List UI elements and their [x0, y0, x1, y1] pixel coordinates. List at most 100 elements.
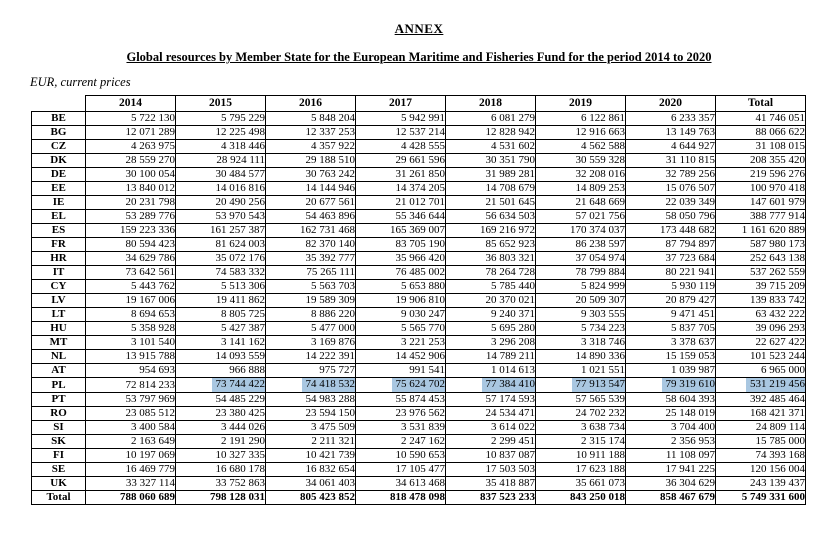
table-row-LT: LT 8 694 653 8 805 725 8 886 220 9 030 247 9 … [31, 307, 806, 322]
cell-RO-2019: 24 702 232 [535, 406, 626, 421]
row-label-PT: PT [31, 392, 86, 407]
cell-PT-2018: 57 174 593 [445, 392, 536, 407]
cell-SE-2015: 16 680 178 [175, 462, 266, 477]
cell-LV-2016: 19 589 309 [265, 293, 356, 308]
annex-heading: ANNEX [394, 21, 444, 36]
cell-FI-2020: 11 108 097 [625, 448, 716, 463]
cell-DE-2018: 31 989 281 [445, 167, 536, 182]
cell-SK-2014: 2 163 649 [85, 434, 176, 449]
cell-SE-2016: 16 832 654 [265, 462, 356, 477]
cell-LT-Total: 63 432 222 [715, 307, 806, 322]
cell-AT-2019: 1 021 551 [535, 363, 626, 378]
cell-RO-Total: 168 421 371 [715, 406, 806, 421]
cell-HR-2018: 36 803 321 [445, 251, 536, 266]
cell-SK-Total: 15 785 000 [715, 434, 806, 449]
cell-FI-2015: 10 327 335 [175, 448, 266, 463]
table-row-UK: UK 33 327 114 33 752 863 34 061 403 34 613 4… [31, 476, 806, 491]
cell-UK-2014: 33 327 114 [85, 476, 176, 491]
cell-FR-2019: 86 238 597 [535, 237, 626, 252]
cell-BE-Total: 41 746 051 [715, 111, 806, 126]
cell-MT-2020: 3 378 637 [625, 335, 716, 350]
cell-EL-2014: 53 289 776 [85, 209, 176, 224]
cell-Total-2015: 798 128 031 [175, 490, 266, 505]
cell-MT-2016: 3 169 876 [265, 335, 356, 350]
cell-CY-2020: 5 930 119 [625, 279, 716, 294]
row-label-UK: UK [31, 476, 86, 491]
cell-FI-2014: 10 197 069 [85, 448, 176, 463]
table-row-IE: IE 20 231 798 20 490 256 20 677 561 21 012 7… [31, 195, 806, 210]
cell-LV-2017: 19 906 810 [355, 293, 446, 308]
row-label-BE: BE [31, 111, 86, 126]
cell-PL-2014: 72 814 233 [85, 377, 176, 393]
row-label-CZ: CZ [31, 139, 86, 154]
cell-EE-Total: 100 970 418 [715, 181, 806, 196]
cell-FR-2014: 80 594 423 [85, 237, 176, 252]
table-row-SK: SK 2 163 649 2 191 290 2 211 321 2 247 162 2 … [31, 434, 806, 449]
table-corner-cell [32, 96, 86, 112]
table-header: 2014 2015 2016 2017 2018 2019 2020 Total [32, 95, 806, 112]
cell-PT-2020: 58 604 393 [625, 392, 716, 407]
cell-EL-2015: 53 970 543 [175, 209, 266, 224]
cell-PL-2015: 73 744 422 [175, 377, 266, 393]
cell-DE-Total: 219 596 276 [715, 167, 806, 182]
cell-BG-2016: 12 337 253 [265, 125, 356, 140]
cell-RO-2018: 24 534 471 [445, 406, 536, 421]
cell-CY-2016: 5 563 703 [265, 279, 356, 294]
row-label-DK: DK [31, 153, 86, 168]
cell-EE-2020: 15 076 507 [625, 181, 716, 196]
cell-SE-2020: 17 941 225 [625, 462, 716, 477]
cell-DE-2016: 30 763 242 [265, 167, 356, 182]
cell-SK-2016: 2 211 321 [265, 434, 356, 449]
cell-NL-2014: 13 915 788 [85, 349, 176, 364]
selection-highlight: 77 384 410 [481, 378, 535, 392]
cell-SI-2016: 3 475 509 [265, 420, 356, 435]
row-label-BG: BG [31, 125, 86, 140]
table-row-FR: FR 80 594 423 81 624 003 82 370 140 83 705 1… [31, 237, 806, 252]
cell-DK-2017: 29 661 596 [355, 153, 446, 168]
row-label-HR: HR [31, 251, 86, 266]
cell-HU-2016: 5 477 000 [265, 321, 356, 336]
table-row-EL: EL 53 289 776 53 970 543 54 463 896 55 346 6… [31, 209, 806, 224]
cell-BG-2015: 12 225 498 [175, 125, 266, 140]
cell-MT-2018: 3 296 208 [445, 335, 536, 350]
cell-HU-2014: 5 358 928 [85, 321, 176, 336]
cell-EL-2020: 58 050 796 [625, 209, 716, 224]
row-label-ES: ES [31, 223, 86, 238]
cell-SK-2018: 2 299 451 [445, 434, 536, 449]
row-label-IT: IT [31, 265, 86, 280]
table-body: BE 5 722 130 5 795 229 5 848 204 5 942 991 6 … [31, 111, 806, 505]
cell-IE-Total: 147 601 979 [715, 195, 806, 210]
cell-LV-2014: 19 167 006 [85, 293, 176, 308]
header-row: 2014 2015 2016 2017 2018 2019 2020 Total [32, 95, 806, 112]
row-label-FR: FR [31, 237, 86, 252]
table-row-SI: SI 3 400 584 3 444 026 3 475 509 3 531 839 3 … [31, 420, 806, 435]
table-row-BG: BG 12 071 289 12 225 498 12 337 253 12 537 2… [31, 125, 806, 140]
row-label-SE: SE [31, 462, 86, 477]
cell-Total-2017: 818 478 098 [355, 490, 446, 505]
cell-FI-2018: 10 837 087 [445, 448, 536, 463]
table-row-ES: ES 159 223 336 161 257 387 162 731 468 165 3… [31, 223, 806, 238]
row-label-Total: Total [31, 490, 86, 505]
row-label-MT: MT [31, 335, 86, 350]
cell-SI-2019: 3 638 734 [535, 420, 626, 435]
cell-ES-2020: 173 448 682 [625, 223, 716, 238]
cell-ES-2019: 170 374 037 [535, 223, 626, 238]
cell-CY-2015: 5 513 306 [175, 279, 266, 294]
cell-EL-2019: 57 021 756 [535, 209, 626, 224]
cell-ES-2014: 159 223 336 [85, 223, 176, 238]
cell-BG-2018: 12 828 942 [445, 125, 536, 140]
cell-BG-2020: 13 149 763 [625, 125, 716, 140]
row-label-SK: SK [31, 434, 86, 449]
cell-ES-2016: 162 731 468 [265, 223, 356, 238]
cell-UK-Total: 243 139 437 [715, 476, 806, 491]
cell-MT-2017: 3 221 253 [355, 335, 446, 350]
cell-EE-2017: 14 374 205 [355, 181, 446, 196]
cell-LV-2018: 20 370 021 [445, 293, 536, 308]
row-label-LV: LV [31, 293, 86, 308]
cell-SI-2020: 3 704 400 [625, 420, 716, 435]
cell-DK-2015: 28 924 111 [175, 153, 266, 168]
row-label-CY: CY [31, 279, 86, 294]
cell-IE-2016: 20 677 561 [265, 195, 356, 210]
cell-CY-2018: 5 785 440 [445, 279, 536, 294]
cell-LT-2017: 9 030 247 [355, 307, 446, 322]
